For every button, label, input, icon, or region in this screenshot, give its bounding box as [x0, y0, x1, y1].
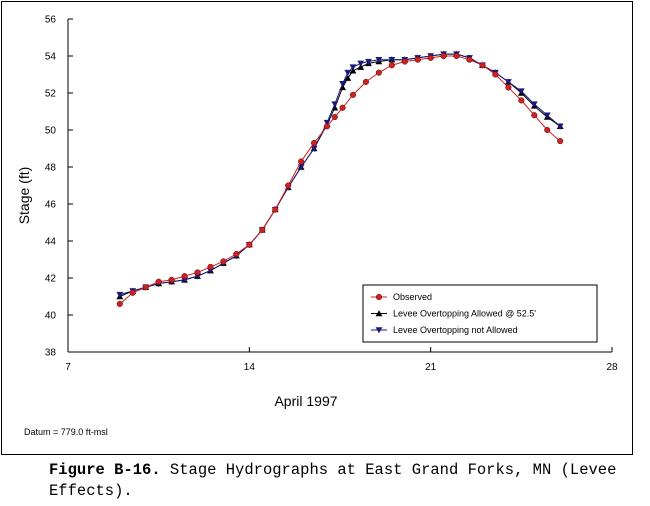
data-point	[518, 97, 525, 104]
data-point	[310, 145, 318, 152]
x-axis-title: April 1997	[274, 393, 337, 409]
data-point	[492, 71, 499, 78]
x-tick-label: 28	[606, 362, 618, 373]
data-point	[323, 123, 331, 130]
y-tick-label: 48	[45, 163, 57, 174]
data-point	[207, 263, 214, 270]
data-point	[362, 78, 369, 85]
y-axis-title: Stage (ft)	[16, 167, 32, 225]
data-point	[339, 81, 346, 88]
data-point	[259, 226, 266, 233]
data-point	[194, 269, 201, 276]
data-point	[181, 273, 188, 280]
data-point	[530, 101, 538, 108]
data-point	[339, 104, 346, 111]
data-point	[142, 284, 149, 291]
data-point	[357, 60, 365, 67]
data-point	[375, 69, 382, 76]
data-point	[155, 278, 162, 285]
y-tick-label: 38	[45, 348, 57, 359]
x-tick-label: 7	[65, 362, 71, 373]
data-point	[427, 54, 434, 61]
data-point	[543, 112, 551, 119]
data-point	[297, 164, 305, 171]
y-tick-label: 42	[45, 274, 57, 285]
data-point	[344, 69, 352, 77]
data-point	[505, 84, 512, 91]
y-tick-label: 52	[45, 89, 57, 100]
x-tick-label: 21	[425, 362, 437, 373]
legend-entry: Observed	[393, 292, 432, 302]
data-point	[168, 276, 175, 283]
data-point	[246, 241, 253, 248]
y-tick-label: 56	[45, 15, 57, 26]
data-point	[220, 258, 227, 265]
data-point	[556, 123, 564, 130]
data-point	[388, 62, 395, 69]
legend-entry: Levee Overtopping not Allowed	[393, 325, 518, 335]
caption-label: Figure B-16.	[49, 461, 161, 479]
data-point	[557, 138, 564, 145]
data-point	[311, 139, 318, 146]
series-line	[119, 53, 561, 296]
y-tick-label: 50	[45, 126, 57, 137]
data-point	[375, 56, 383, 64]
data-point	[479, 62, 486, 69]
y-tick-label: 40	[45, 311, 57, 322]
data-point	[440, 52, 447, 60]
data-point	[349, 91, 357, 98]
data-point	[365, 58, 372, 65]
data-point	[331, 101, 339, 108]
stage-hydrograph-chart: 38 40 42 44 46 48 50 52 54 56 7 14 21 28 April 1997 Sta…	[16, 15, 618, 438]
data-point	[298, 158, 305, 165]
datum-footnote: Datum = 779.0 ft-msl	[24, 427, 108, 437]
data-point	[331, 114, 338, 121]
data-point	[285, 182, 292, 189]
data-point	[344, 74, 352, 81]
legend-box	[362, 284, 598, 343]
caption-text: Stage Hydrographs at East Grand Forks, M…	[49, 461, 626, 500]
data-point	[272, 206, 279, 213]
data-point	[414, 56, 421, 63]
series-0	[116, 52, 564, 307]
chart-frame	[1, 1, 633, 455]
data-point	[544, 126, 551, 134]
legend-marker	[375, 310, 383, 317]
legend: Observed Levee Overtopping Allowed @ 52.5…	[362, 284, 598, 343]
legend-marker	[375, 293, 383, 301]
series-1	[116, 50, 564, 300]
data-point	[116, 300, 123, 307]
data-point	[323, 119, 331, 126]
data-point	[233, 250, 240, 257]
y-tick-label: 44	[45, 237, 57, 248]
data-point	[531, 112, 538, 119]
y-tick-label: 46	[45, 200, 57, 211]
y-tick-label: 54	[45, 52, 57, 63]
legend-entry: Levee Overtopping Allowed @ 52.5'	[393, 309, 536, 319]
figure-caption: Figure B-16. Stage Hydrographs at East G…	[49, 460, 639, 502]
data-point	[349, 64, 357, 71]
x-tick-label: 14	[244, 362, 256, 373]
data-point	[517, 88, 525, 95]
data-point	[466, 56, 473, 63]
series-2	[116, 51, 564, 299]
data-point	[504, 79, 512, 86]
data-point	[401, 58, 408, 65]
data-point	[129, 289, 136, 296]
data-point	[388, 56, 396, 64]
legend-marker	[375, 327, 383, 334]
data-point	[116, 291, 124, 299]
data-point	[453, 52, 460, 60]
